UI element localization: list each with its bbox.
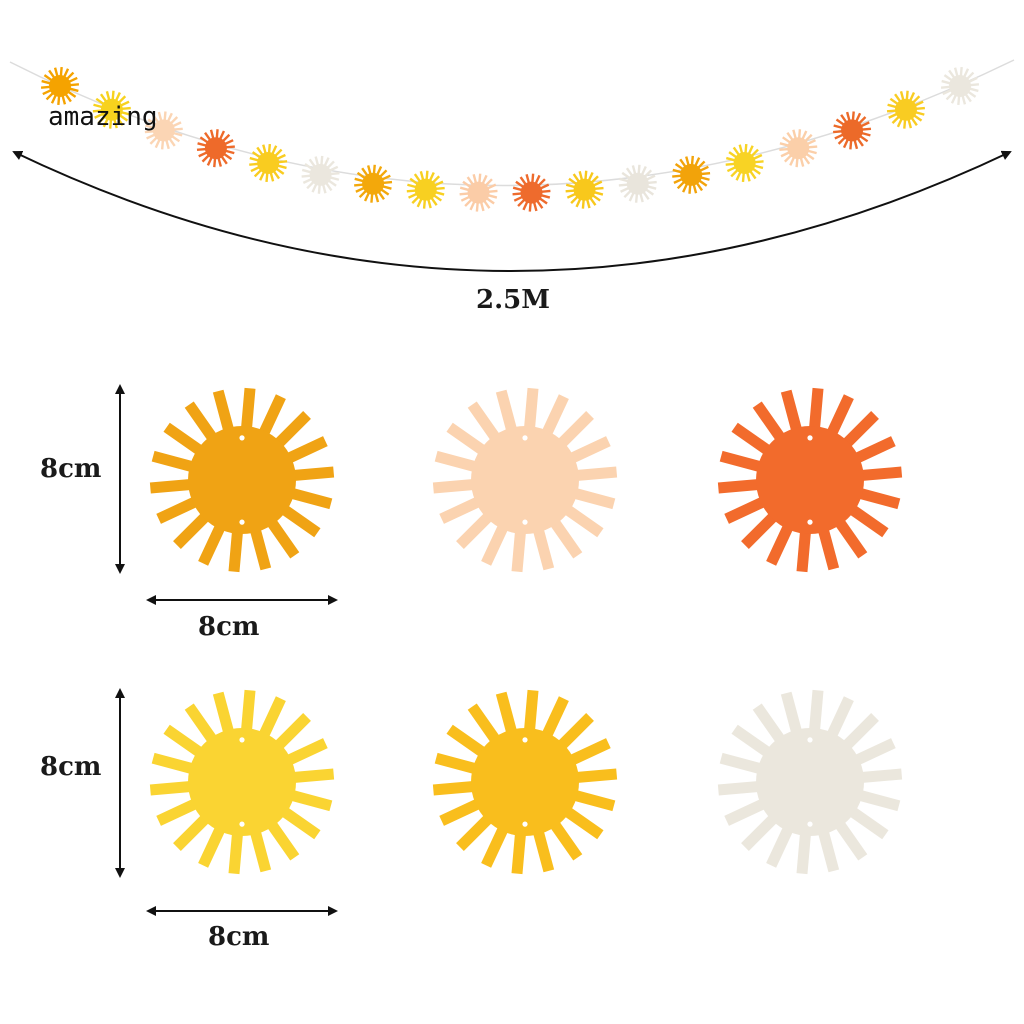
sun-dark-yellow (149, 387, 335, 573)
garland-sun (940, 66, 980, 106)
garland-sun (672, 155, 711, 194)
row2-width-label: 8cm (208, 922, 270, 952)
row2-height-label: 8cm (40, 752, 102, 782)
garland-sun (512, 173, 551, 212)
garland-sun (406, 170, 445, 209)
garland-sun (779, 129, 818, 168)
garland-sun (725, 143, 764, 183)
sun-light-yellow (149, 689, 335, 875)
garland-sun (249, 143, 288, 183)
garland-sun (833, 111, 872, 150)
garland-sun (354, 164, 393, 203)
garland (40, 66, 980, 212)
garland-sun (565, 170, 604, 209)
garland-sun (886, 90, 925, 129)
sun-grid (149, 387, 903, 875)
length-arrow (12, 150, 1012, 272)
row1-height-label: 8cm (40, 454, 102, 484)
garland-sun (40, 66, 80, 106)
garland-length-label: 2.5M (476, 285, 551, 315)
garland-sun (301, 155, 340, 194)
garland-sun (618, 164, 657, 203)
row1-width-label: 8cm (198, 612, 260, 642)
sun-peach (432, 387, 618, 573)
sun-cream (717, 689, 903, 875)
watermark-text: amazing (48, 102, 158, 132)
sun-golden-yellow (432, 689, 618, 875)
garland-sun (459, 173, 498, 212)
garland-sun (92, 90, 131, 129)
sun-orange (717, 387, 903, 573)
garland-sun (196, 129, 235, 168)
garland-sun (144, 111, 183, 150)
